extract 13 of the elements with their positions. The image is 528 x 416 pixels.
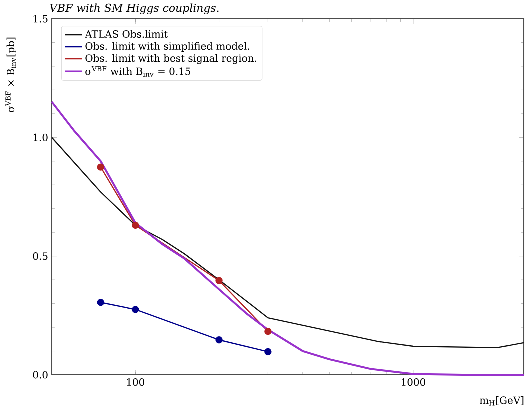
y-tick-label: 0.5: [33, 252, 48, 260]
y-tick-label: 0.0: [33, 371, 48, 379]
chart-title: VBF with SM Higgs couplings.: [50, 4, 219, 14]
x-tick-label: 100: [127, 378, 144, 386]
y-axis-title: σ$^{VBF}$ × B$_{inv}$[pb]: [6, 38, 16, 112]
legend-label: σ$^{VBF}$ with B$_{inv}$ = 0.15: [86, 66, 190, 77]
y-tick-label: 1.0: [34, 134, 48, 142]
legend-label: ATLAS Obs.limit: [85, 30, 168, 38]
legend-label: Obs. limit with simplified model.: [86, 42, 250, 52]
legend-label: Obs. limit with best signal region.: [86, 54, 256, 64]
x-tick-label: 1000: [402, 378, 426, 386]
x-axis-title: m$_{H}$[GeV]: [480, 396, 524, 406]
y-tick-label: 1.5: [34, 15, 48, 23]
